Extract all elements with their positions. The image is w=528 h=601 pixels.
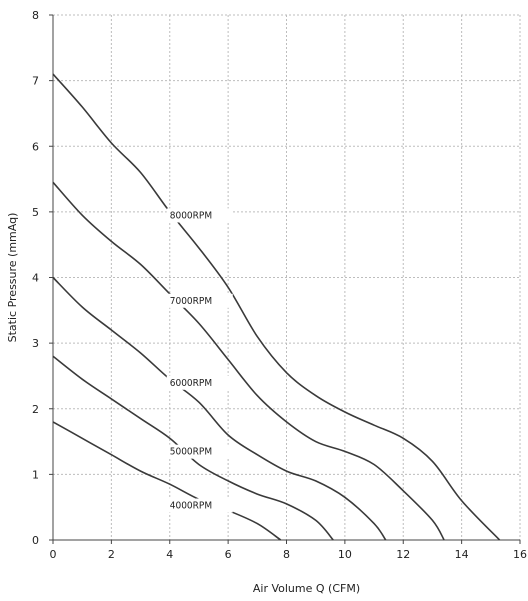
curve-7000rpm: [52, 181, 445, 541]
y-tick-label: 8: [32, 9, 39, 22]
x-axis-title: Air Volume Q (CFM): [253, 582, 360, 595]
curve-label-6000rpm: 6000RPM: [170, 378, 212, 389]
x-tick-label: 14: [455, 548, 469, 561]
y-tick-label: 3: [32, 337, 39, 350]
curve-label-4000rpm: 4000RPM: [170, 501, 212, 512]
x-tick-label: 8: [283, 548, 290, 561]
curve-6000rpm: [52, 276, 387, 541]
x-axis-ticks: 0 2 4 6 8 10 12 14 16: [50, 540, 527, 561]
x-tick-label: 2: [108, 548, 115, 561]
curve-8000rpm: [52, 73, 501, 541]
y-tick-label: 5: [32, 206, 39, 219]
x-tick-label: 4: [166, 548, 173, 561]
curve-label-bg-7000rpm: [166, 293, 233, 308]
curve-5000rpm: [52, 355, 334, 541]
x-tick-label: 16: [513, 548, 527, 561]
x-tick-label: 0: [50, 548, 57, 561]
y-tick-label: 7: [32, 75, 39, 88]
y-tick-label: 2: [32, 403, 39, 416]
curve-label-bg-5000rpm: [166, 444, 233, 459]
curve-label-5000rpm: 5000RPM: [170, 447, 212, 458]
y-axis-title: Static Pressure (mmAq): [6, 213, 19, 343]
y-axis-ticks: 0 1 2 3 4 5 6 7 8: [32, 9, 53, 547]
curve-label-bg-6000rpm: [166, 375, 233, 390]
y-tick-label: 4: [32, 272, 39, 285]
y-tick-label: 6: [32, 140, 39, 153]
y-tick-label: 1: [32, 468, 39, 481]
y-tick-label: 0: [32, 534, 39, 547]
curve-4000rpm: [52, 421, 282, 541]
x-tick-label: 10: [338, 548, 352, 561]
rpm-curves: [52, 73, 501, 541]
curve-label-bg-4000rpm: [166, 498, 233, 513]
rpm-curve-labels: 8000RPM 7000RPM 6000RPM 5000RPM 4000RPM: [166, 208, 233, 513]
curve-label-8000rpm: 8000RPM: [170, 210, 212, 221]
x-tick-label: 6: [225, 548, 232, 561]
curve-label-bg-8000rpm: [166, 208, 233, 223]
x-tick-label: 12: [396, 548, 410, 561]
curve-label-7000rpm: 7000RPM: [170, 296, 212, 307]
